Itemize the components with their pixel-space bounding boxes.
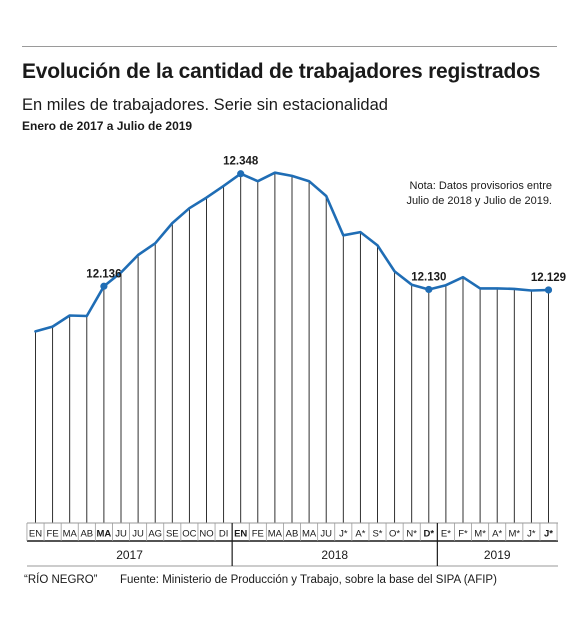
x-tick-label: M* xyxy=(474,529,486,540)
x-tick-label: O* xyxy=(389,529,400,540)
x-tick-label: MA xyxy=(97,529,112,540)
data-point xyxy=(544,286,553,294)
top-rule xyxy=(22,46,557,47)
chart-subtitle: En miles de trabajadores. Serie sin esta… xyxy=(22,96,388,114)
x-tick-label: J* xyxy=(339,529,348,540)
year-label: 2019 xyxy=(484,548,511,562)
credit-text: “RÍO NEGRO” xyxy=(24,574,98,586)
x-tick-label: J* xyxy=(527,529,536,540)
x-tick-label: FE xyxy=(252,529,264,540)
x-tick-label: N* xyxy=(406,529,417,540)
x-tick-label: AB xyxy=(286,529,299,540)
year-label: 2018 xyxy=(321,548,348,562)
x-tick-label: AG xyxy=(148,529,162,540)
x-tick-label: MA xyxy=(63,529,78,540)
x-tick-label: AB xyxy=(80,529,93,540)
data-point xyxy=(237,170,245,178)
x-tick-label: MA xyxy=(268,529,283,540)
x-tick-label: JU xyxy=(132,529,144,540)
data-label: 12.129 xyxy=(531,272,566,284)
x-tick-label: E* xyxy=(441,529,451,540)
data-label: 12.130 xyxy=(411,271,446,283)
source-text: Fuente: Ministerio de Producción y Traba… xyxy=(120,574,497,586)
x-tick-label: EN xyxy=(234,529,247,540)
data-label: 12.136 xyxy=(86,268,121,280)
x-tick-label: MA xyxy=(302,529,317,540)
x-tick-label: EN xyxy=(29,529,42,540)
series-line xyxy=(34,171,550,333)
x-tick-label: J* xyxy=(544,529,553,540)
x-tick-label: F* xyxy=(458,529,468,540)
x-tick-label: A* xyxy=(492,529,502,540)
data-point xyxy=(100,282,108,290)
x-tick-label: NO xyxy=(199,529,213,540)
x-tick-label: JU xyxy=(320,529,332,540)
x-tick-label: S* xyxy=(372,529,382,540)
x-tick-label: M* xyxy=(508,529,520,540)
x-tick-label: A* xyxy=(355,529,365,540)
x-tick-label: OC xyxy=(182,529,196,540)
chart-note: Nota: Datos provisorios entre Julio de 2… xyxy=(406,180,552,207)
x-tick-label: JU xyxy=(115,529,127,540)
x-tick-label: D* xyxy=(424,529,435,540)
date-range: Enero de 2017 a Julio de 2019 xyxy=(22,119,193,133)
x-tick-label: FE xyxy=(47,529,59,540)
x-tick-label: SE xyxy=(166,529,179,540)
year-label: 2017 xyxy=(116,548,143,562)
data-label: 12.348 xyxy=(223,156,259,168)
chart-title: Evolución de la cantidad de trabajadores… xyxy=(22,60,541,83)
x-tick-label: DI xyxy=(219,529,229,540)
data-point xyxy=(425,285,433,294)
